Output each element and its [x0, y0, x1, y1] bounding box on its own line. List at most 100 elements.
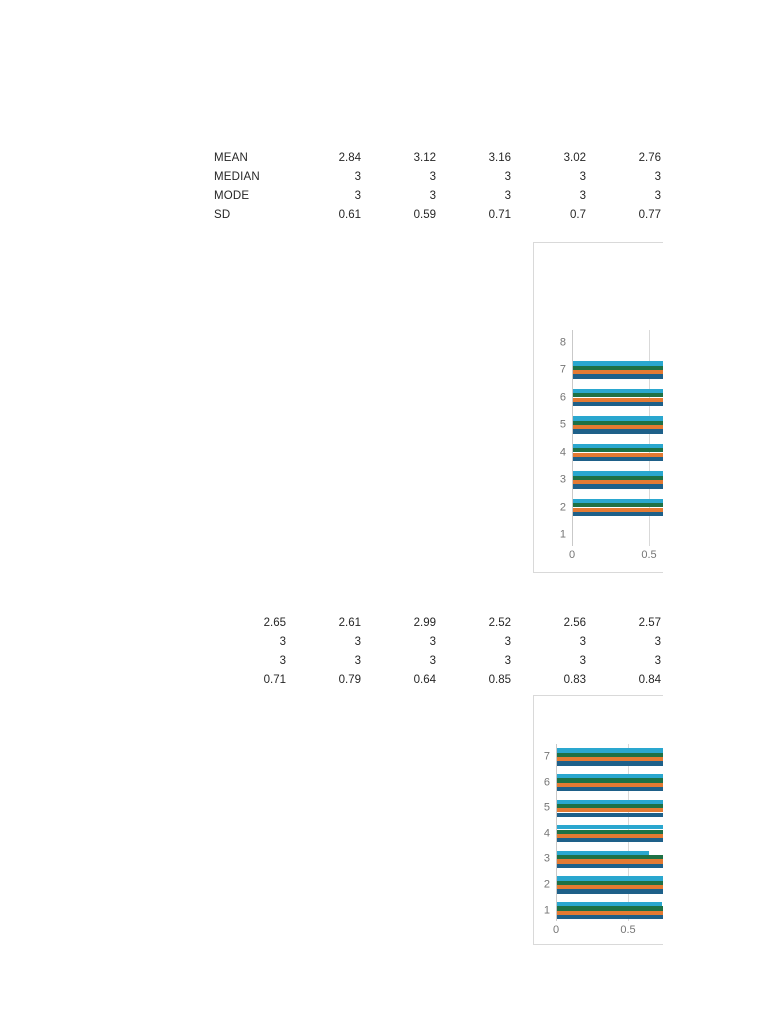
bar-light-blue — [557, 850, 650, 856]
row-label: MEDIAN — [214, 170, 260, 183]
x-tick-label: 0.5 — [620, 924, 636, 936]
bar-green — [573, 503, 663, 508]
table-cell: 0.85 — [488, 673, 511, 686]
table-cell: 2.57 — [638, 616, 661, 629]
bar-green — [573, 420, 663, 425]
bar-dark-blue — [557, 863, 663, 868]
table-cell: 0.77 — [638, 208, 661, 221]
bar-light-blue — [573, 443, 663, 449]
y-category-label: 6 — [543, 776, 550, 789]
y-category-label: 4 — [559, 446, 566, 458]
bar-dark-blue — [573, 429, 663, 434]
table-row: MEAN 2.84 3.12 3.16 3.02 2.76 — [214, 148, 661, 167]
bar-orange — [573, 397, 663, 402]
row-label: MEAN — [214, 151, 249, 164]
bar-chart-1: 0 0.5 8 7 6 5 4 3 2 1 — [533, 242, 663, 573]
bar-orange — [573, 425, 663, 430]
x-tick-label: 0 — [568, 549, 576, 561]
table-cell: 3 — [504, 635, 511, 648]
table-cell: 0.71 — [488, 208, 511, 221]
bar-dark-blue — [573, 484, 663, 489]
bar-light-blue — [573, 361, 663, 366]
table-row: MEDIAN 3 3 3 3 3 — [214, 167, 661, 186]
bar-green — [573, 448, 663, 453]
y-category-label: 8 — [559, 336, 566, 348]
bar-green — [557, 752, 663, 757]
x-tick-label: 0 — [552, 924, 560, 936]
y-category-label: 1 — [559, 528, 566, 541]
table-cell: 0.71 — [263, 673, 286, 686]
table-cell: 3.12 — [413, 151, 436, 164]
table-cell: 3 — [279, 635, 286, 648]
table-cell: 3 — [354, 654, 361, 667]
table-cell: 2.52 — [488, 616, 511, 629]
table-row: 0.71 0.79 0.64 0.85 0.83 0.84 — [214, 670, 661, 689]
table-cell: 2.65 — [263, 616, 286, 629]
table-cell: 3.16 — [488, 151, 511, 164]
table-cell: 0.7 — [570, 208, 586, 221]
table-cell: 3 — [354, 170, 361, 183]
bar-light-blue — [557, 748, 663, 753]
bar-orange — [557, 782, 663, 787]
table-cell: 3 — [654, 654, 661, 667]
bar-green — [557, 803, 663, 809]
bar-dark-blue — [557, 889, 663, 894]
table-cell: 3 — [429, 635, 436, 648]
table-cell: 3 — [654, 170, 661, 183]
table-row: MODE 3 3 3 3 3 — [214, 186, 661, 205]
row-label: MODE — [214, 189, 250, 202]
table-row: 2.65 2.61 2.99 2.52 2.56 2.57 — [214, 613, 661, 632]
table-cell: 3 — [654, 635, 661, 648]
y-category-label: 7 — [559, 363, 566, 376]
bar-orange — [557, 885, 663, 890]
bar-orange — [573, 370, 663, 375]
bar-orange — [557, 808, 663, 813]
table-cell: 0.59 — [413, 208, 436, 221]
table-cell: 2.84 — [338, 151, 361, 164]
table-cell: 3 — [504, 654, 511, 667]
y-category-label: 6 — [559, 391, 566, 403]
table-cell: 2.56 — [563, 616, 586, 629]
y-category-label: 7 — [543, 750, 550, 763]
bar-green — [573, 475, 663, 480]
table-cell: 2.99 — [413, 616, 436, 629]
bar-light-blue — [557, 825, 663, 830]
stats-table-2: 2.65 2.61 2.99 2.52 2.56 2.57 3 3 3 3 3 3 3 3 3 3 3 3 0.71… — [214, 613, 661, 689]
bar-dark-blue — [557, 812, 663, 817]
bar-light-blue — [573, 416, 663, 421]
table-cell: 3 — [654, 189, 661, 202]
bar-orange — [557, 833, 663, 839]
y-category-label: 1 — [543, 904, 550, 917]
bar-dark-blue — [573, 511, 663, 517]
gridline — [649, 330, 650, 546]
bar-green — [557, 880, 663, 885]
y-category-label: 5 — [559, 418, 566, 431]
bar-dark-blue — [557, 786, 663, 792]
table-cell: 3 — [579, 189, 586, 202]
table-cell: 2.61 — [338, 616, 361, 629]
table-cell: 0.84 — [638, 673, 661, 686]
bar-light-blue — [573, 471, 663, 476]
table-cell: 0.61 — [338, 208, 361, 221]
table-cell: 3 — [279, 654, 286, 667]
bar-light-blue — [557, 774, 663, 779]
bar-dark-blue — [573, 401, 663, 407]
table-cell: 0.64 — [413, 673, 436, 686]
bar-light-blue — [557, 876, 663, 881]
x-tick-label: 0.5 — [641, 549, 657, 561]
table-cell: 3 — [504, 170, 511, 183]
y-category-label: 2 — [543, 878, 550, 891]
bar-green — [557, 855, 663, 860]
table-cell: 3 — [429, 189, 436, 202]
bar-green — [557, 829, 663, 834]
table-cell: 0.83 — [563, 673, 586, 686]
bar-orange — [557, 910, 663, 915]
bar-dark-blue — [557, 761, 663, 766]
y-category-label: 4 — [543, 827, 550, 840]
table-cell: 3 — [504, 189, 511, 202]
bar-green — [573, 393, 663, 398]
bar-dark-blue — [573, 456, 663, 462]
table-cell: 2.76 — [638, 151, 661, 164]
table-cell: 3 — [579, 654, 586, 667]
